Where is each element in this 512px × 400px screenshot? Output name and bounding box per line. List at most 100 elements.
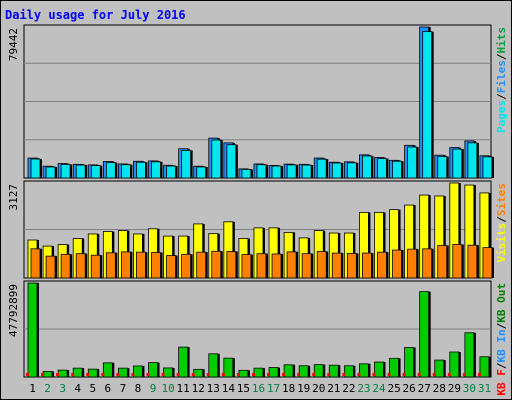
- bar-visits-sites-sites-31: [482, 247, 493, 279]
- bar-kbytes-kbytes-17: [268, 367, 279, 378]
- day-label-6: 6: [105, 382, 112, 395]
- bar-visits-sites-sites-3: [60, 253, 71, 279]
- bar-hits-files-pages-files-26: [407, 146, 418, 179]
- bar-kbytes-kbytes-14: [223, 357, 234, 378]
- bar-kbytes-kbytes-18: [283, 364, 294, 378]
- bar-hits-files-pages-files-21: [331, 162, 342, 179]
- day-label-23: 23: [357, 382, 370, 395]
- bar-visits-sites-sites-17: [271, 253, 282, 279]
- scale-label-visits-sites: 3127: [7, 184, 20, 211]
- legend-entry: KB F: [495, 369, 508, 396]
- scale-label-hits-files-pages: 79442: [7, 28, 20, 61]
- bar-hits-files-pages-files-17: [271, 165, 282, 179]
- kbf-marker: [282, 373, 286, 376]
- bar-visits-sites-sites-19: [301, 253, 312, 279]
- kbf-marker: [342, 373, 346, 376]
- kbf-marker: [41, 373, 45, 376]
- day-label-3: 3: [59, 382, 66, 395]
- day-label-14: 14: [222, 382, 236, 395]
- bar-hits-files-pages-files-11: [181, 150, 192, 179]
- kbf-marker: [221, 373, 225, 376]
- day-label-27: 27: [418, 382, 431, 395]
- legend-entry: /: [495, 93, 508, 100]
- bar-kbytes-kbytes-23: [359, 363, 369, 378]
- bar-hits-files-pages-files-19: [301, 164, 312, 179]
- bar-visits-sites-sites-22: [346, 252, 357, 279]
- bar-kbytes-kbytes-25: [389, 357, 399, 378]
- day-label-16: 16: [252, 382, 265, 395]
- scale-label-kbytes: 47792899: [7, 284, 20, 337]
- kbf-marker: [402, 373, 406, 376]
- bar-visits-sites-sites-29: [452, 244, 463, 279]
- day-label-13: 13: [207, 382, 220, 395]
- kbf-marker: [417, 373, 421, 376]
- bar-visits-sites-sites-8: [136, 251, 146, 279]
- bar-visits-sites-sites-10: [166, 255, 176, 279]
- bar-kbytes-kbytes-29: [449, 351, 460, 378]
- kbf-marker: [206, 373, 210, 376]
- kbf-marker: [101, 373, 105, 376]
- kbf-marker: [267, 373, 271, 376]
- bar-hits-files-pages-files-3: [60, 164, 71, 179]
- legend-entry: Pages: [495, 100, 508, 133]
- kbf-marker: [176, 373, 180, 376]
- day-label-8: 8: [135, 382, 142, 395]
- kbf-marker: [26, 373, 29, 376]
- day-label-15: 15: [237, 382, 250, 395]
- kbf-marker: [447, 373, 451, 376]
- bar-kbytes-kbytes-5: [87, 368, 98, 378]
- day-label-18: 18: [282, 382, 295, 395]
- bar-kbytes-kbytes-10: [163, 367, 173, 378]
- kbf-marker: [372, 373, 376, 376]
- bar-hits-files-pages-files-1: [30, 158, 41, 179]
- bar-visits-sites-sites-23: [362, 252, 372, 279]
- bar-visits-sites-sites-9: [151, 252, 161, 279]
- bar-hits-files-pages-files-18: [286, 164, 297, 179]
- day-label-9: 9: [150, 382, 157, 395]
- bar-visits-sites-sites-4: [75, 253, 86, 279]
- day-label-11: 11: [177, 382, 190, 395]
- bar-kbytes-kbytes-19: [298, 365, 309, 378]
- bar-visits-sites-sites-27: [422, 248, 433, 279]
- bar-visits-sites-sites-16: [256, 253, 267, 279]
- kbf-marker: [387, 373, 391, 376]
- bar-hits-files-pages-files-5: [90, 165, 101, 179]
- day-label-26: 26: [403, 382, 416, 395]
- bar-kbytes-kbytes-22: [343, 365, 354, 378]
- bar-kbytes-kbytes-7: [117, 367, 128, 378]
- bar-visits-sites-sites-18: [286, 251, 297, 279]
- bar-hits-files-pages-files-4: [75, 164, 86, 179]
- kbf-marker: [86, 373, 90, 376]
- legend-kbytes: KB F/KB In/KB Out: [495, 283, 508, 396]
- legend-entry: /: [495, 53, 508, 60]
- bar-hits-files-pages-files-30: [467, 142, 478, 179]
- legend-entry: /: [495, 362, 508, 369]
- bar-visits-sites-sites-30: [467, 244, 478, 279]
- kbf-marker: [56, 373, 60, 376]
- kbf-marker: [312, 373, 316, 376]
- legend-entry: /: [495, 216, 508, 223]
- legend-hits-files-pages: Pages/Files/Hits: [495, 27, 508, 133]
- bar-hits-files-pages-files-9: [151, 161, 161, 179]
- kbf-marker: [357, 373, 361, 376]
- bar-kbytes-kbytes-27: [419, 291, 430, 378]
- bar-kbytes-kbytes-12: [193, 368, 204, 378]
- bar-hits-files-pages-files-10: [166, 165, 176, 179]
- kbf-marker: [297, 373, 301, 376]
- bar-hits-files-pages-files-8: [136, 161, 146, 179]
- bar-visits-sites-sites-24: [377, 251, 387, 279]
- bar-kbytes-kbytes-11: [178, 346, 189, 378]
- bar-hits-files-pages-files-27: [422, 31, 433, 179]
- day-label-10: 10: [161, 382, 174, 395]
- day-label-7: 7: [120, 382, 127, 395]
- bar-hits-files-pages-files-12: [196, 166, 207, 179]
- bar-hits-files-pages-files-25: [392, 160, 402, 179]
- day-label-4: 4: [74, 382, 81, 395]
- day-label-20: 20: [312, 382, 325, 395]
- legend-visits-sites: Visits/Sites: [495, 183, 508, 263]
- bar-visits-sites-sites-6: [105, 252, 116, 279]
- bar-kbytes-kbytes-1: [27, 282, 38, 378]
- legend-entry: /: [495, 322, 508, 329]
- bar-kbytes-kbytes-9: [148, 362, 158, 378]
- chart-title: Daily usage for July 2016: [5, 8, 186, 22]
